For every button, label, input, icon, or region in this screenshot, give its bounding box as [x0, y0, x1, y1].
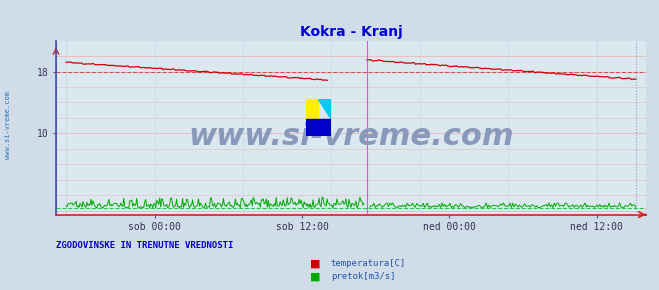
Text: ZGODOVINSKE IN TRENUTNE VREDNOSTI: ZGODOVINSKE IN TRENUTNE VREDNOSTI — [56, 241, 233, 250]
Title: Kokra - Kranj: Kokra - Kranj — [300, 26, 402, 39]
Bar — [306, 99, 318, 119]
Text: ■: ■ — [310, 272, 320, 282]
Polygon shape — [318, 99, 331, 119]
Text: pretok[m3/s]: pretok[m3/s] — [331, 272, 395, 282]
Text: www.si-vreme.com: www.si-vreme.com — [188, 122, 514, 151]
Text: ■: ■ — [310, 259, 320, 269]
Text: temperatura[C]: temperatura[C] — [331, 259, 406, 269]
Text: www.si-vreme.com: www.si-vreme.com — [5, 91, 11, 159]
Bar — [306, 119, 331, 136]
